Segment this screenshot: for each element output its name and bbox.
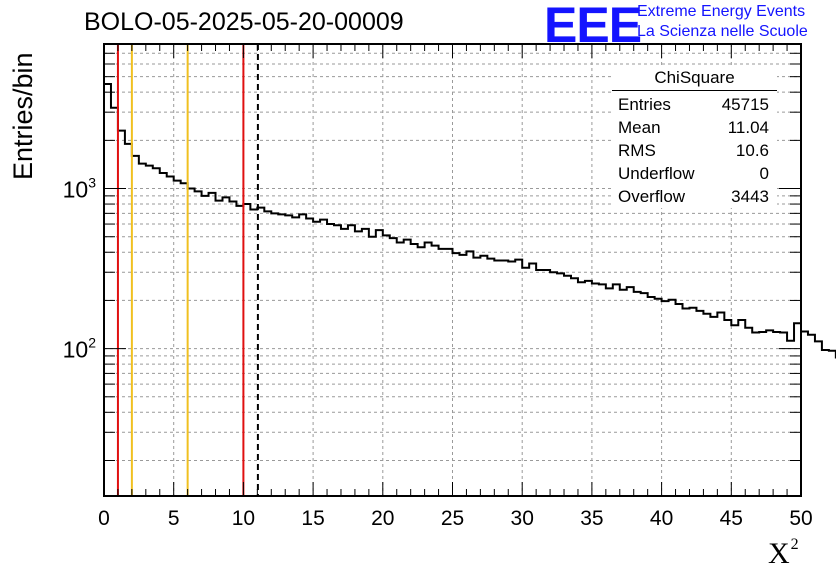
stats-title: ChiSquare <box>612 66 777 91</box>
x-tick-label: 0 <box>98 507 110 530</box>
x-tick-label: 35 <box>580 507 603 530</box>
logo-subtitle-1: Extreme Energy Events <box>637 3 806 20</box>
stats-row-underflow: Underflow 0 <box>618 164 769 183</box>
x-tick-label: 15 <box>301 507 324 530</box>
y-axis-label: Entries/bin <box>8 52 38 180</box>
stats-row-rms: RMS 10.6 <box>618 141 769 160</box>
tick-labels: 0 5 10 15 20 25 30 35 40 45 50 102 103 <box>63 175 813 530</box>
x-tick-label: 30 <box>511 507 534 530</box>
stats-box: ChiSquare Entries 45715 Mean 11.04 RMS 10.6… <box>612 66 777 208</box>
y-tick-label: 103 <box>63 175 97 203</box>
eee-logo: EEE <box>544 0 642 53</box>
x-tick-label: 5 <box>168 507 180 530</box>
x-tick-label: 20 <box>371 507 394 530</box>
stats-row-overflow: Overflow 3443 <box>618 187 769 206</box>
stats-row-entries: Entries 45715 <box>618 95 769 114</box>
x-tick-label: 25 <box>441 507 464 530</box>
histogram-series <box>103 82 836 496</box>
chart-title: BOLO-05-2025-05-20-00009 <box>84 8 404 36</box>
axis-ticks <box>103 43 802 496</box>
y-tick-label: 102 <box>63 335 97 363</box>
x-tick-label: 45 <box>720 507 743 530</box>
x-tick-label: 50 <box>789 507 812 530</box>
x-tick-label: 40 <box>650 507 673 530</box>
x-tick-label: 10 <box>232 507 255 530</box>
reference-lines <box>116 44 259 496</box>
x-axis-label: X2 <box>768 536 799 570</box>
logo-subtitle-2: La Scienza nelle Scuole <box>637 23 808 40</box>
stats-row-mean: Mean 11.04 <box>618 118 769 137</box>
grid-layer <box>104 44 801 496</box>
